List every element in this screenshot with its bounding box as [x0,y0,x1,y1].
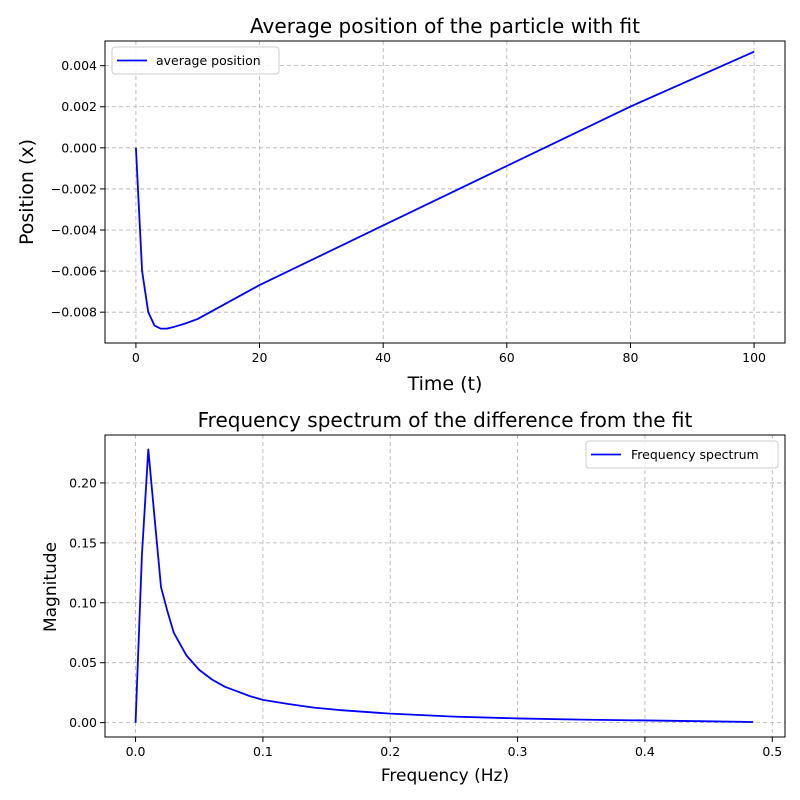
chart-title: Frequency spectrum of the difference fro… [198,408,693,432]
y-tick-label: −0.008 [51,305,97,320]
y-axis-ticks: −0.008 −0.006 −0.004 −0.002 0.000 0.002 0.004 [51,58,105,320]
x-axis-label: Frequency (Hz) [381,766,509,786]
x-tick-label: 0.3 [508,744,528,759]
x-tick-label: 0 [132,350,140,365]
y-tick-label: 0.00 [69,715,97,730]
x-tick-label: 0.1 [253,744,273,759]
position-chart: Average position of the particle with fi… [16,14,786,395]
y-tick-label: 0.05 [69,655,97,670]
x-tick-label: 0.2 [380,744,400,759]
grid [105,435,785,737]
legend-label: Frequency spectrum [631,447,759,462]
x-tick-label: 80 [623,350,639,365]
legend-label: average position [156,53,261,68]
x-tick-label: 60 [499,350,515,365]
x-tick-label: 0.0 [126,744,146,759]
y-tick-label: −0.002 [51,181,97,196]
chart-title: Average position of the particle with fi… [250,14,640,38]
y-axis-ticks: 0.00 0.05 0.10 0.15 0.20 [69,475,105,730]
y-tick-label: 0.15 [69,535,97,550]
y-axis-label: Magnitude [41,542,61,632]
x-tick-label: 40 [375,350,391,365]
x-axis-ticks: 0 20 40 60 80 100 [132,343,766,365]
x-tick-label: 100 [742,350,766,365]
x-tick-label: 0.5 [762,744,782,759]
y-tick-label: −0.004 [51,223,97,238]
y-tick-label: 0.20 [69,475,97,490]
x-tick-label: 0.4 [635,744,655,759]
legend-box [585,440,779,469]
spectrum-chart: Frequency spectrum of the difference fro… [41,408,786,786]
y-tick-label: 0.000 [61,140,97,155]
x-axis-ticks: 0.0 0.1 0.2 0.3 0.4 0.5 [126,737,782,759]
y-tick-label: −0.006 [51,264,97,279]
y-tick-label: 0.002 [61,99,97,114]
series-group [134,448,754,723]
legend: average position [111,46,280,75]
legend: Frequency spectrum [585,440,779,469]
legend-box [111,46,280,75]
x-tick-label: 20 [252,350,268,365]
y-axis-label: Position (x) [16,139,38,245]
y-tick-label: 0.004 [61,58,97,73]
y-tick-label: 0.10 [69,595,97,610]
series-line [135,50,755,330]
x-axis-label: Time (t) [407,373,483,395]
plot-frame [104,434,786,738]
plot-frame [104,40,786,344]
series-line [134,448,754,723]
series-group [135,50,755,330]
